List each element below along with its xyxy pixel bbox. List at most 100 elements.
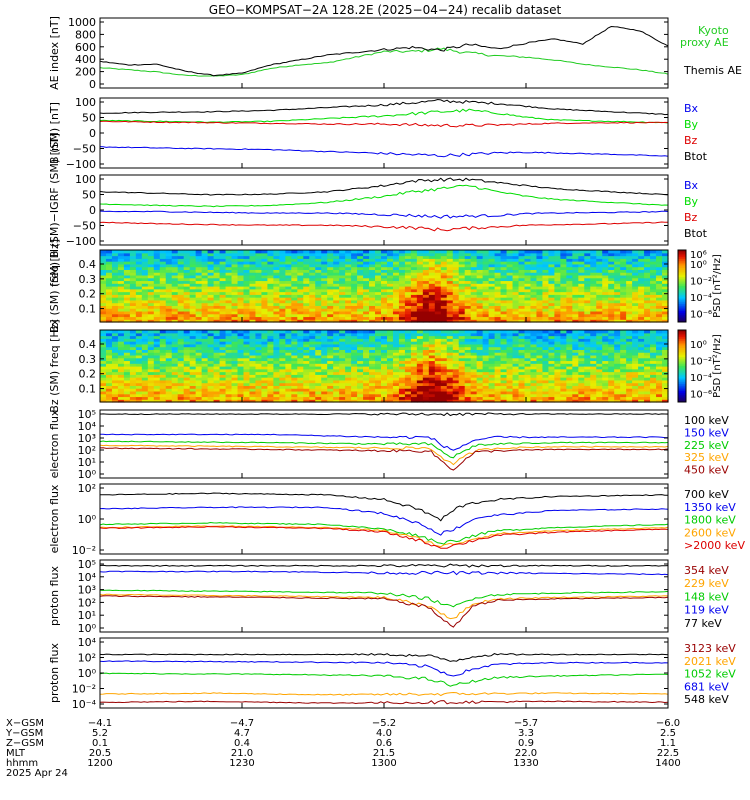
spectrogram-cell (231, 368, 239, 373)
spectrogram-cell (333, 349, 340, 353)
spectrogram-cell (207, 297, 215, 301)
spectrogram-cell (351, 396, 358, 400)
spectrogram-cell (518, 357, 526, 362)
spectrogram-cell (476, 332, 484, 337)
spectrogram-cell (267, 261, 274, 265)
spectrogram-cell (638, 294, 645, 298)
spectrogram-cell (656, 302, 663, 306)
spectrogram-cell (404, 294, 412, 298)
spectrogram-cell (207, 377, 215, 381)
spectrogram-cell (650, 288, 657, 293)
spectrogram-cell (470, 335, 478, 339)
spectrogram-cell (177, 377, 185, 381)
spectrogram-cell (117, 382, 125, 386)
spectrogram-cell (231, 374, 239, 378)
spectrogram-cell (542, 263, 550, 268)
spectrogram-cell (303, 280, 310, 284)
spectrogram-cell (566, 363, 573, 367)
spectrogram-cell (321, 368, 328, 373)
spectrogram-cell (381, 288, 388, 293)
spectrogram-cell (219, 258, 227, 262)
spectrogram-cell (183, 341, 191, 345)
spectrogram-cell (291, 393, 298, 398)
spectrogram-cell (369, 313, 376, 318)
spectrogram-cell (536, 252, 544, 257)
spectrogram-cell (656, 266, 663, 270)
spectrogram-cell (602, 280, 609, 284)
spectrogram-cell (189, 316, 197, 320)
spectrogram-cell (321, 374, 328, 378)
spectrogram-cell (608, 294, 615, 298)
spectrogram-cell (482, 299, 490, 304)
spectrogram-cell (488, 316, 496, 320)
spectrogram-cell (452, 396, 460, 400)
spectrogram-cell (357, 266, 364, 270)
spectrogram-cell (363, 297, 370, 301)
spectrogram-cell (297, 360, 304, 364)
spectrogram-cell (297, 283, 304, 287)
spectrogram-cell (297, 294, 304, 298)
spectrogram-cell (614, 363, 621, 367)
spectrogram-cell (249, 302, 257, 306)
spectrogram-cell (410, 297, 418, 301)
spectrogram-cell (422, 250, 430, 254)
spectrogram-cell (333, 363, 340, 367)
spectrogram-cell (273, 255, 280, 259)
spectrogram-cell (357, 374, 364, 378)
spectrogram-cell (620, 388, 627, 392)
spectrogram-cell (398, 316, 406, 320)
spectrogram-cell (237, 343, 245, 348)
spectrogram-cell (351, 393, 358, 398)
spectrogram-cell (135, 319, 143, 323)
spectrogram-cell (506, 388, 514, 392)
spectrogram-cell (249, 286, 257, 290)
spectrogram-cell (560, 305, 567, 309)
spectrogram-cell (159, 297, 167, 301)
spectrogram-cell (195, 393, 203, 398)
spectrogram-cell (650, 291, 657, 295)
spectrogram-cell (392, 302, 400, 306)
spectrogram-cell (410, 302, 418, 306)
spectrogram-cell (524, 280, 532, 284)
spectrogram-cell (470, 255, 478, 259)
spectrogram-cell (482, 377, 490, 381)
spectrogram-cell (135, 354, 143, 359)
spectrogram-cell (363, 250, 370, 254)
spectrogram-cell (386, 261, 394, 265)
spectrogram-cell (596, 385, 603, 389)
spectrogram-cell (195, 316, 203, 320)
spectrogram-cell (506, 335, 514, 339)
spectrogram-cell (542, 366, 550, 370)
spectrogram-cell (129, 366, 137, 370)
spectrogram-cell (339, 272, 346, 276)
spectrogram-cell (584, 366, 591, 370)
spectrogram-cell (219, 252, 227, 257)
spectrogram-cell (261, 335, 269, 339)
spectrogram-cell (572, 274, 579, 279)
spectrogram-cell (357, 310, 364, 315)
spectrogram-cell (524, 338, 532, 342)
spectrogram-cell (279, 316, 286, 320)
spectrogram-cell (596, 388, 603, 392)
spectrogram-cell (494, 263, 502, 268)
spectrogram-cell (392, 316, 400, 320)
spectrogram-cell (494, 277, 502, 282)
spectrogram-cell (656, 308, 663, 312)
spectrogram-cell (285, 363, 292, 367)
spectrogram-cell (297, 261, 304, 265)
spectrogram-cell (422, 338, 430, 342)
spectrogram-cell (147, 252, 155, 257)
spectrogram-cell (237, 341, 245, 345)
spectrogram-cell (285, 382, 292, 386)
spectrogram-cell (159, 319, 167, 323)
spectrogram-cell (650, 274, 657, 279)
spectrogram-cell (446, 354, 454, 359)
spectrogram-cell (386, 266, 394, 270)
spectrogram-cell (488, 291, 496, 295)
spectrogram-cell (488, 305, 496, 309)
spectrogram-cell (566, 382, 573, 386)
spectrogram-cell (554, 250, 561, 254)
spectrogram-cell (404, 258, 412, 262)
